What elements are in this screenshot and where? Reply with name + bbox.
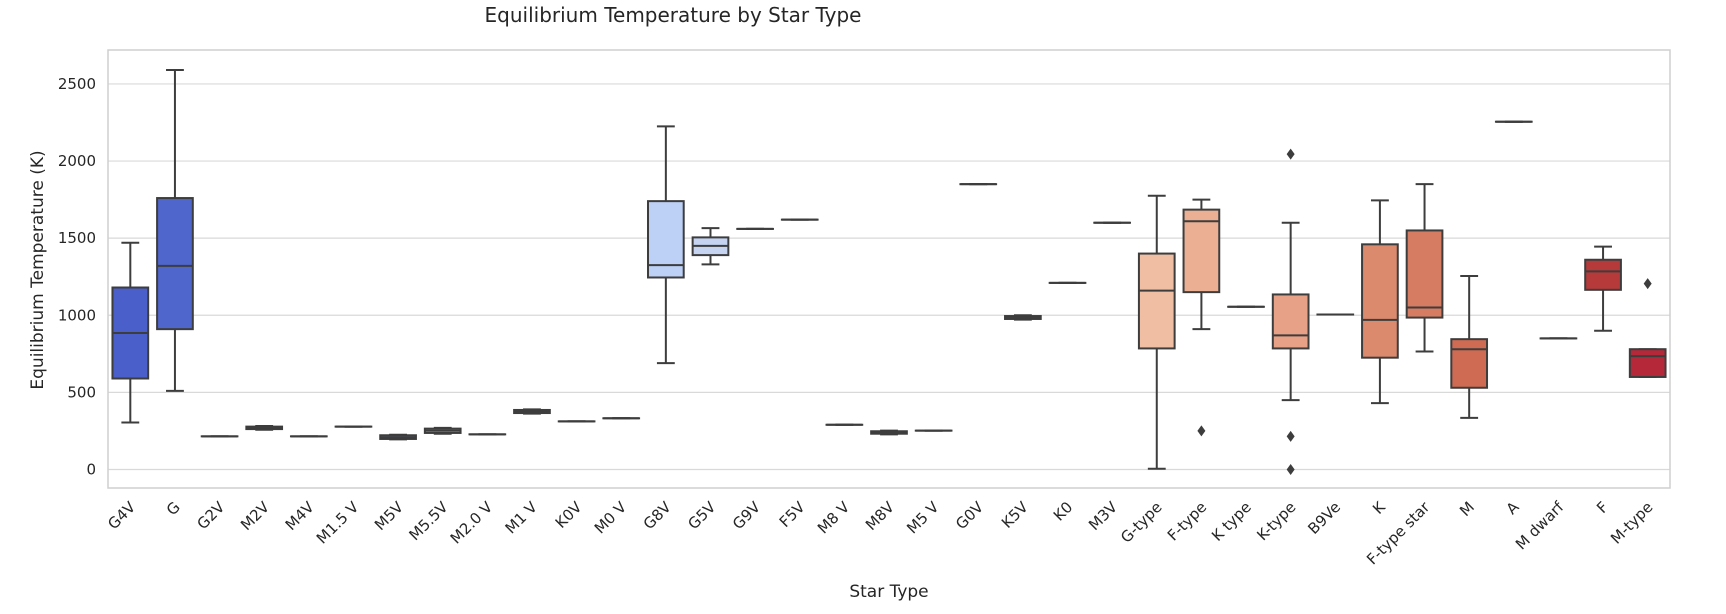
outlier-point [1643,278,1652,290]
x-tick-label: K5V [998,498,1032,532]
x-tick-label: M5 V [903,498,943,538]
box-iqr [1271,293,1310,350]
boxes [111,69,1667,475]
box-iqr [1584,258,1622,291]
box-12 [647,125,685,365]
outlier-point [1286,148,1295,160]
box-28 [1361,199,1399,405]
box-34 [1628,278,1667,378]
x-tick-label: K0 [1050,498,1076,524]
box-iqr [1182,208,1221,294]
x-tick-label: F5V [776,498,809,531]
box-3 [245,425,284,431]
box-iqr [1405,229,1444,319]
box-17 [870,429,908,436]
x-tick-label: B9Ve [1304,498,1344,538]
plot-frame [107,49,1671,489]
box-23 [1137,194,1176,470]
x-tick-label: F-type [1164,498,1210,544]
box-iqr [156,197,194,331]
chart-title: Equilibrium Temperature by Star Type [485,3,862,27]
box-20 [1004,314,1042,321]
box-7 [423,426,462,435]
x-tick-label: M0 V [591,498,631,538]
x-tick-label: M dwarf [1512,498,1568,554]
x-tick-label: K type [1208,498,1255,545]
y-tick-label: 2500 [58,75,96,93]
x-tick-label: M1.5 V [313,498,363,548]
box-30 [1450,274,1489,419]
x-tick-label: M4V [282,498,318,534]
box-6 [379,433,417,441]
box-13 [691,227,730,266]
box-26 [1271,148,1310,475]
box-iqr [1628,348,1667,378]
x-tick-label: G [163,498,184,519]
y-tick-label: 1000 [58,306,96,324]
box-1 [156,69,194,392]
box-iqr [1137,252,1176,350]
box-iqr [1361,243,1399,359]
y-axis-ticks: 0 500 1000 1500 2000 2500 [58,75,96,479]
x-tick-label: K0V [552,498,586,532]
outlier-point [1286,430,1295,442]
x-axis-label: Star Type [849,582,928,602]
x-tick-label: G9V [729,498,764,533]
x-tick-label: M5V [371,498,407,534]
y-tick-label: 1500 [58,229,96,247]
x-tick-label: K [1369,497,1390,518]
box-9 [513,408,551,415]
x-tick-label: M8V [862,498,898,534]
box-33 [1584,245,1622,332]
x-tick-label: F [1593,498,1612,517]
x-tick-label: G8V [640,498,675,533]
box-0 [111,241,150,424]
x-tick-label: G-type [1117,498,1165,546]
outlier-point [1197,425,1206,437]
x-tick-label: M [1456,498,1478,520]
box-29 [1405,183,1444,353]
x-tick-label: M1 V [502,498,542,538]
x-tick-label: M2.0 V [447,498,497,548]
x-tick-label: M3V [1085,498,1121,534]
y-tick-label: 0 [86,460,96,478]
y-axis-label: Equilibrium Temperature (K) [28,150,48,389]
x-tick-label: M-type [1607,498,1656,547]
y-tick-label: 2000 [58,152,96,170]
x-tick-label: A [1503,498,1524,519]
x-tick-label: G5V [684,498,719,533]
outlier-point [1286,463,1295,475]
x-tick-label: G4V [104,498,139,533]
y-tick-label: 500 [67,383,96,401]
x-tick-label: M2V [237,498,273,534]
box-24 [1182,198,1221,437]
x-tick-label: M8 V [814,498,854,538]
x-tick-label: K-type [1253,498,1299,544]
x-tick-label: M5.5V [406,498,453,545]
grid [108,83,1670,471]
box-iqr [1450,338,1489,389]
x-tick-label: G0V [952,498,987,533]
x-tick-label: G2V [193,498,228,533]
